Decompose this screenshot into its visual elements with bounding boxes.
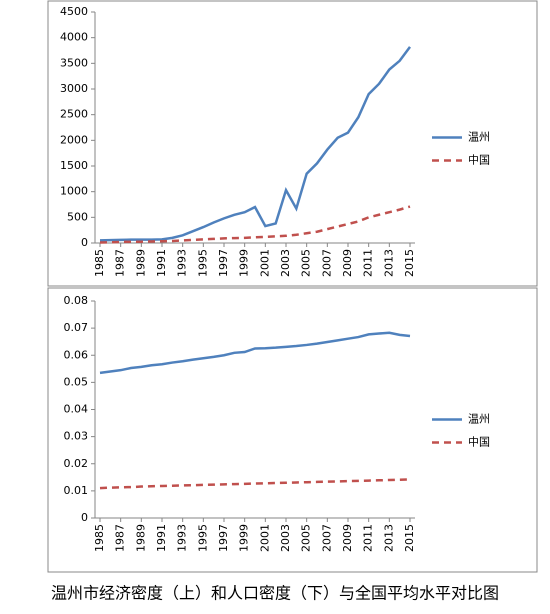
x-tick-label: 1997 (217, 524, 230, 552)
x-tick-label: 2007 (320, 524, 333, 552)
x-tick-label: 2003 (279, 249, 292, 277)
y-tick-label: 0.03 (64, 430, 89, 443)
y-tick-label: 500 (67, 210, 88, 223)
y-tick-label: 0.04 (64, 403, 89, 416)
legend-label: 温州 (468, 413, 490, 426)
y-tick-label: 0.07 (64, 321, 89, 334)
x-tick-label: 1999 (238, 249, 251, 277)
y-tick-label: 0.06 (64, 348, 89, 361)
x-tick-label: 2013 (382, 524, 395, 552)
chart-frame (47, 0, 538, 287)
x-tick-label: 1993 (176, 249, 189, 277)
legend-label: 中国 (468, 154, 490, 167)
y-tick-label: 0.01 (64, 484, 89, 497)
x-tick-label: 1997 (217, 249, 230, 277)
y-tick-label: 0 (81, 511, 88, 524)
y-tick-label: 2500 (60, 108, 88, 121)
y-tick-label: 4500 (60, 5, 88, 18)
x-tick-label: 1999 (238, 524, 251, 552)
x-tick-label: 2009 (341, 249, 354, 277)
y-tick-label: 2000 (60, 133, 88, 146)
x-tick-label: 1995 (196, 249, 209, 277)
x-tick-label: 1993 (176, 524, 189, 552)
x-tick-label: 1989 (134, 524, 147, 552)
x-tick-label: 1987 (114, 524, 127, 552)
y-tick-label: 4000 (60, 31, 88, 44)
series-line (99, 46, 412, 242)
x-tick-label: 1995 (196, 524, 209, 552)
caption: 温州市经济密度（上）和人口密度（下）与全国平均水平对比图 (51, 584, 499, 603)
y-tick-label: 3500 (60, 56, 88, 69)
x-tick-label: 2015 (403, 524, 416, 552)
x-tick-label: 1985 (93, 249, 106, 277)
series-line (99, 331, 411, 375)
x-tick-label: 2015 (403, 249, 416, 277)
x-tick-label: 2001 (258, 524, 271, 552)
y-tick-label: 1500 (60, 159, 88, 172)
x-tick-label: 1987 (114, 249, 127, 277)
series-line (99, 478, 411, 490)
x-tick-label: 2007 (320, 249, 333, 277)
y-tick-label: 3000 (60, 82, 88, 95)
x-tick-label: 2013 (382, 249, 395, 277)
y-tick-label: 0 (81, 236, 88, 249)
x-tick-label: 2001 (258, 249, 271, 277)
series-line (99, 205, 411, 244)
chart-frame (47, 287, 538, 573)
x-tick-label: 1989 (134, 249, 147, 277)
x-tick-label: 1991 (155, 249, 168, 277)
x-tick-label: 1991 (155, 524, 168, 552)
x-tick-label: 2003 (279, 524, 292, 552)
x-tick-label: 2005 (300, 524, 313, 552)
x-tick-label: 2011 (362, 524, 375, 552)
x-tick-label: 2009 (341, 524, 354, 552)
x-tick-label: 2011 (362, 249, 375, 277)
y-tick-label: 0.08 (64, 294, 89, 307)
x-tick-label: 2005 (300, 249, 313, 277)
y-tick-label: 0.05 (64, 375, 89, 388)
y-tick-label: 1000 (60, 185, 88, 198)
legend-label: 温州 (468, 131, 490, 144)
legend-label: 中国 (468, 436, 490, 449)
y-tick-label: 0.02 (64, 457, 89, 470)
x-tick-label: 1985 (93, 524, 106, 552)
